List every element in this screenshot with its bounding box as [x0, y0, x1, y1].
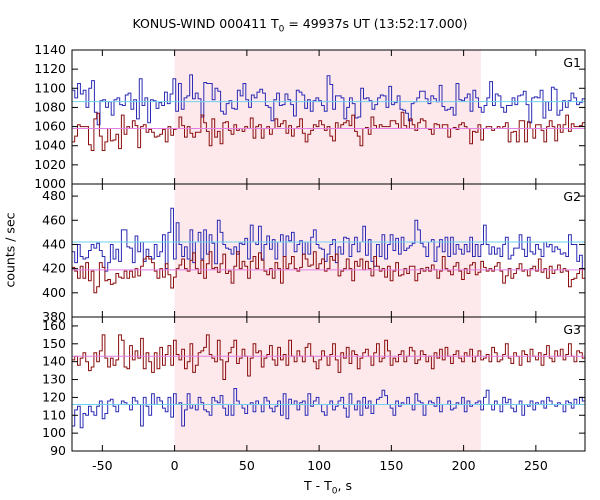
- y-axis-label: counts / sec: [2, 212, 18, 288]
- series-g1-2: [72, 111, 585, 151]
- y-tick-label: 1140: [34, 42, 66, 57]
- x-tick-label: -50: [92, 458, 112, 473]
- y-tick-label: 420: [42, 261, 66, 276]
- y-tick-label: 400: [42, 285, 66, 300]
- panel-g3: 90 100 110 120 130 140 150 160 G3: [42, 316, 586, 458]
- x-tick-label: 200: [452, 458, 476, 473]
- y-tick-label: 1120: [34, 61, 66, 76]
- y-tick-label: 100: [42, 425, 66, 440]
- panel-label: G2: [563, 189, 581, 204]
- y-tick-label: 440: [42, 236, 66, 251]
- y-tick-label: 140: [42, 354, 66, 369]
- highlight-interval: [174, 50, 481, 451]
- x-tick-label: 50: [239, 458, 255, 473]
- y-tick-label: 1100: [34, 80, 66, 95]
- x-tick-label: 150: [379, 458, 403, 473]
- x-tick-label: 100: [307, 458, 331, 473]
- y-tick-label: 480: [42, 188, 66, 203]
- series-g2-1: [72, 207, 585, 272]
- y-tick-label: 130: [42, 372, 66, 387]
- panel-g2: 380 400 420 440 460 480 G2: [42, 183, 586, 324]
- panel-g1: 1000 1020 1040 1060 1080 1100 1120 1140 G1: [34, 42, 586, 191]
- series-g1-1: [72, 74, 585, 126]
- x-axis-label: T - T0, s: [304, 478, 352, 497]
- y-tick-label: 380: [42, 309, 66, 324]
- y-tick-label: 1020: [34, 157, 66, 172]
- panel-label: G1: [563, 55, 581, 70]
- panel-frame: [71, 316, 586, 452]
- y-tick-label: 1060: [34, 119, 66, 134]
- y-tick-label: 1080: [34, 99, 66, 114]
- y-tick-label: 150: [42, 336, 66, 351]
- y-tick-label: 110: [42, 407, 66, 422]
- y-tick-label: 160: [42, 318, 66, 333]
- chart-title: KONUS-WIND 000411 T0 = 49937s UT (13:52:…: [132, 16, 468, 35]
- x-tick-label: 0: [171, 458, 179, 473]
- y-tick-label: 460: [42, 212, 66, 227]
- series-g3-2: [72, 334, 585, 380]
- y-tick-label: 90: [50, 443, 66, 458]
- x-tick-label: 250: [524, 458, 548, 473]
- y-tick-label: 120: [42, 389, 66, 404]
- y-tick-label: 1000: [34, 176, 66, 191]
- panel-label: G3: [563, 322, 581, 337]
- series-g2-2: [72, 251, 585, 294]
- y-tick-label: 1040: [34, 138, 66, 153]
